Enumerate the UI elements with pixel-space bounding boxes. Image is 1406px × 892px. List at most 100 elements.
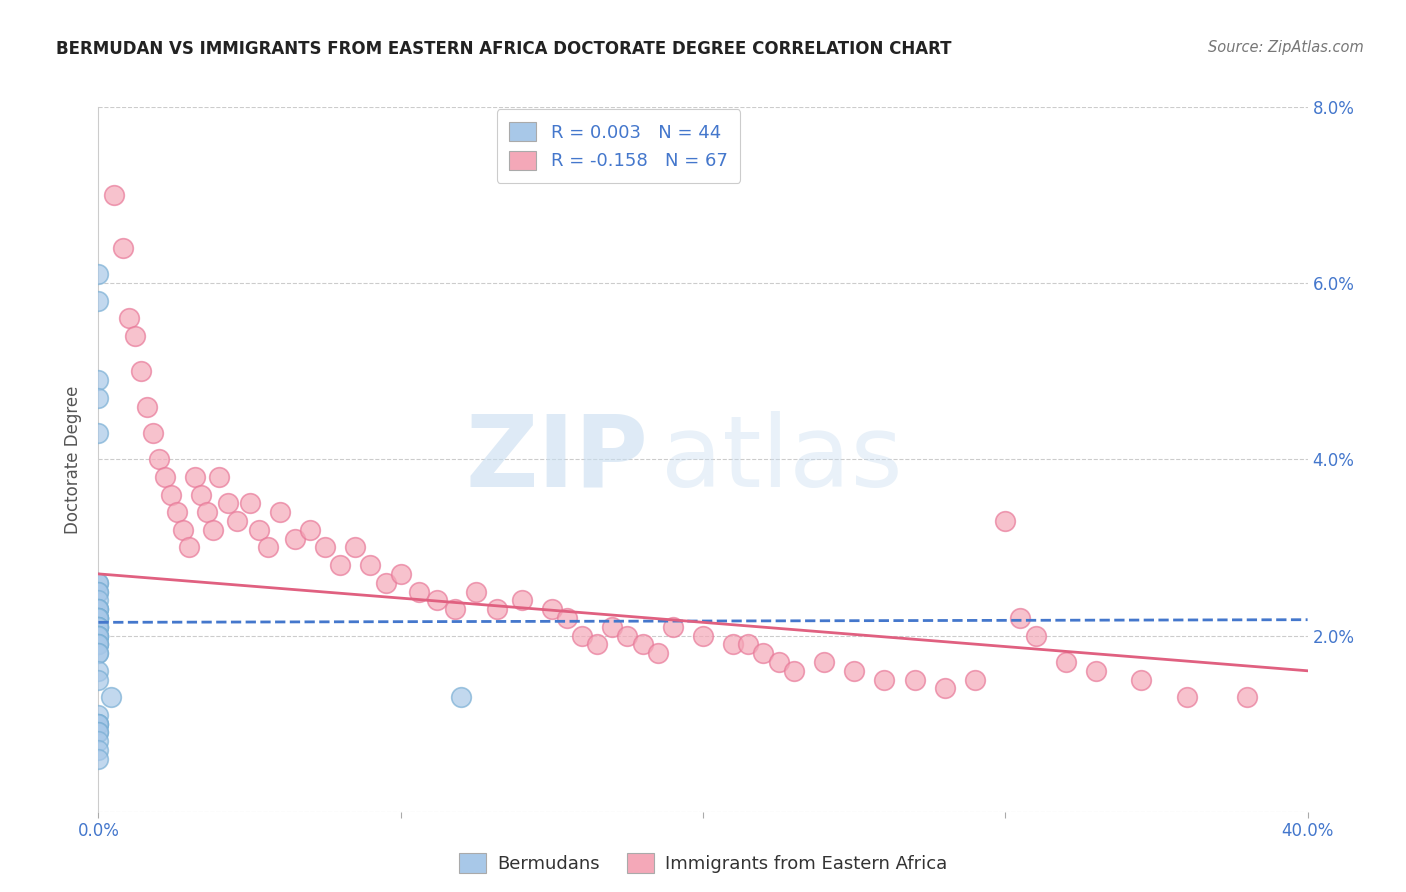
- Text: Source: ZipAtlas.com: Source: ZipAtlas.com: [1208, 40, 1364, 55]
- Point: [87, 620, 110, 634]
- Point: [87, 373, 110, 387]
- Point: [217, 496, 239, 510]
- Point: [87, 628, 110, 642]
- Point: [239, 496, 262, 510]
- Point: [87, 293, 110, 308]
- Point: [616, 628, 638, 642]
- Point: [87, 646, 110, 660]
- Point: [87, 391, 110, 405]
- Point: [873, 673, 896, 687]
- Point: [360, 558, 382, 573]
- Point: [87, 584, 110, 599]
- Point: [486, 602, 509, 616]
- Point: [195, 505, 218, 519]
- Point: [135, 400, 157, 414]
- Point: [426, 593, 449, 607]
- Y-axis label: Doctorate Degree: Doctorate Degree: [65, 385, 83, 533]
- Point: [555, 611, 578, 625]
- Point: [844, 664, 866, 678]
- Point: [284, 532, 307, 546]
- Point: [1024, 628, 1046, 642]
- Point: [329, 558, 352, 573]
- Point: [87, 584, 110, 599]
- Point: [87, 611, 110, 625]
- Point: [160, 487, 183, 501]
- Point: [208, 470, 231, 484]
- Point: [87, 725, 110, 739]
- Point: [87, 637, 110, 651]
- Point: [87, 425, 110, 440]
- Point: [148, 452, 170, 467]
- Point: [586, 637, 609, 651]
- Point: [87, 707, 110, 722]
- Point: [783, 664, 806, 678]
- Point: [111, 241, 134, 255]
- Point: [87, 716, 110, 731]
- Point: [87, 637, 110, 651]
- Point: [184, 470, 207, 484]
- Point: [408, 584, 430, 599]
- Point: [344, 541, 367, 555]
- Point: [571, 628, 593, 642]
- Legend: Bermudans, Immigrants from Eastern Africa: Bermudans, Immigrants from Eastern Afric…: [451, 846, 955, 880]
- Point: [87, 268, 110, 282]
- Point: [87, 628, 110, 642]
- Point: [87, 620, 110, 634]
- Point: [299, 523, 322, 537]
- Point: [723, 637, 745, 651]
- Point: [247, 523, 270, 537]
- Point: [87, 602, 110, 616]
- Point: [444, 602, 467, 616]
- Point: [904, 673, 927, 687]
- Point: [994, 514, 1017, 528]
- Point: [129, 364, 152, 378]
- Point: [87, 611, 110, 625]
- Point: [631, 637, 654, 651]
- Point: [87, 628, 110, 642]
- Point: [314, 541, 336, 555]
- Point: [87, 575, 110, 590]
- Point: [87, 646, 110, 660]
- Point: [1175, 690, 1198, 705]
- Point: [465, 584, 488, 599]
- Point: [1236, 690, 1258, 705]
- Point: [142, 425, 165, 440]
- Point: [389, 566, 412, 581]
- Point: [87, 673, 110, 687]
- Point: [87, 734, 110, 748]
- Point: [87, 716, 110, 731]
- Point: [124, 329, 146, 343]
- Point: [100, 690, 122, 705]
- Point: [374, 575, 396, 590]
- Point: [103, 188, 125, 202]
- Point: [87, 725, 110, 739]
- Point: [179, 541, 201, 555]
- Point: [87, 602, 110, 616]
- Point: [87, 611, 110, 625]
- Point: [602, 620, 624, 634]
- Point: [256, 541, 278, 555]
- Point: [737, 637, 759, 651]
- Point: [87, 620, 110, 634]
- Point: [752, 646, 775, 660]
- Point: [1085, 664, 1108, 678]
- Point: [269, 505, 291, 519]
- Point: [768, 655, 790, 669]
- Point: [172, 523, 194, 537]
- Point: [87, 752, 110, 766]
- Point: [692, 628, 714, 642]
- Point: [87, 664, 110, 678]
- Point: [87, 628, 110, 642]
- Text: BERMUDAN VS IMMIGRANTS FROM EASTERN AFRICA DOCTORATE DEGREE CORRELATION CHART: BERMUDAN VS IMMIGRANTS FROM EASTERN AFRI…: [56, 40, 952, 58]
- Point: [87, 637, 110, 651]
- Point: [87, 743, 110, 757]
- Point: [87, 611, 110, 625]
- Point: [226, 514, 249, 528]
- Point: [87, 602, 110, 616]
- Point: [190, 487, 212, 501]
- Point: [87, 620, 110, 634]
- Point: [87, 611, 110, 625]
- Point: [1130, 673, 1153, 687]
- Point: [87, 716, 110, 731]
- Point: [934, 681, 956, 696]
